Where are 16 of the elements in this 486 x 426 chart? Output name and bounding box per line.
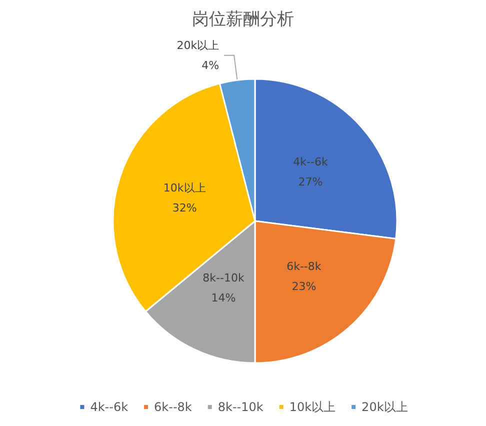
data-label: 32%: [172, 202, 197, 215]
data-label: 27%: [298, 176, 323, 189]
chart-title: 岗位薪酬分析: [192, 10, 294, 30]
slice-label: 20k以上: [176, 38, 220, 52]
slice-label: 4k--6k: [293, 156, 328, 169]
data-label: 23%: [292, 280, 316, 294]
slice-label: 6k--8k: [286, 260, 322, 274]
data-label: 14%: [211, 291, 236, 304]
data-label: 4%: [202, 58, 220, 72]
legend-label: 20k以上: [362, 400, 408, 414]
slice-label: 10k以上: [163, 182, 206, 195]
legend-label: 10k以上: [289, 400, 336, 414]
legend-label: 8k--10k: [218, 400, 264, 414]
legend-label: 6k--8k: [154, 400, 192, 414]
slice-label: 8k--10k: [202, 271, 245, 284]
legend-label: 4k--6k: [90, 400, 128, 414]
